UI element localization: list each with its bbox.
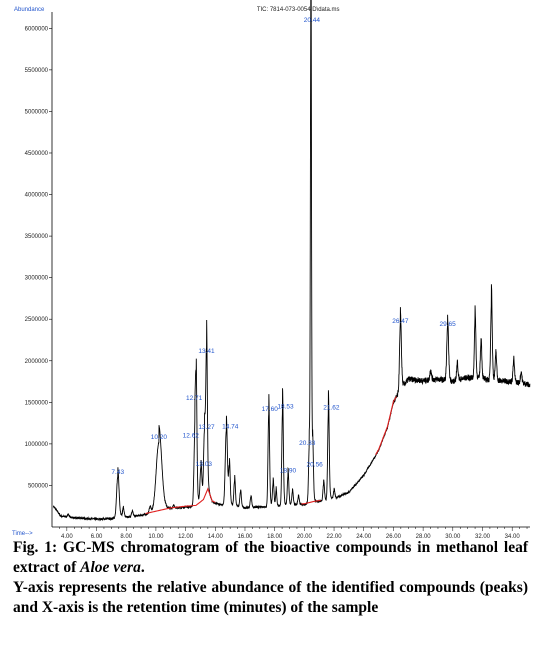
- x-tick-label: 8.00: [120, 534, 132, 538]
- x-tick-label: 32.00: [475, 534, 491, 538]
- y-tick-label: 2500000: [25, 317, 49, 323]
- x-axis-title: Time-->: [12, 531, 33, 537]
- peak-label: 10.20: [151, 434, 168, 441]
- x-tick-label: 34.00: [505, 534, 521, 538]
- peak-label: 12.71: [186, 395, 203, 402]
- y-tick-label: 4500000: [25, 151, 49, 157]
- y-tick-label: 4000000: [25, 193, 49, 199]
- figure-description: Y-axis represents the relative abundance…: [13, 579, 528, 616]
- baseline-fit: [375, 396, 397, 455]
- peak-label: 21.62: [323, 404, 340, 411]
- x-tick-label: 12.00: [178, 534, 194, 538]
- x-tick-label: 22.00: [327, 534, 343, 538]
- x-tick-label: 30.00: [445, 534, 461, 538]
- peak-label: 13.41: [198, 348, 215, 355]
- figure-title-suffix: .: [140, 559, 145, 576]
- y-tick-label: 1000000: [25, 442, 49, 448]
- peak-label: 18.90: [280, 467, 297, 474]
- peak-label: 13.03: [196, 461, 213, 468]
- x-tick-label: 26.00: [386, 534, 402, 538]
- peak-label: 26.47: [392, 318, 409, 325]
- y-axis-title: Abundance: [14, 7, 45, 13]
- x-tick-label: 28.00: [416, 534, 432, 538]
- peak-label: 13.27: [198, 424, 215, 431]
- x-tick-label: 10.00: [148, 534, 164, 538]
- tic-trace: [53, 0, 531, 522]
- y-tick-label: 5500000: [25, 68, 49, 74]
- peak-label: 20.56: [307, 461, 324, 468]
- figure-caption: Fig. 1: GC-MS chromatogram of the bioact…: [13, 538, 528, 618]
- peak-label: 12.62: [183, 432, 200, 439]
- baseline-fit: [145, 487, 216, 515]
- y-tick-label: 3000000: [25, 276, 49, 282]
- figure-title: Fig. 1: GC-MS chromatogram of the bioact…: [13, 538, 528, 578]
- chart-title: TIC: 7814-073-0054 D\data.ms: [257, 7, 340, 13]
- x-tick-label: 4.00: [61, 534, 73, 538]
- y-tick-label: 3500000: [25, 234, 49, 240]
- chromatogram-svg: 500000 1000000 1500000 2000000 2500000 300000…: [12, 0, 531, 538]
- x-tick-label: 14.00: [208, 534, 224, 538]
- y-tick-label: 5000000: [25, 109, 49, 115]
- peak-label: 18.53: [277, 403, 294, 410]
- y-tick-label: 1500000: [25, 400, 49, 406]
- peak-label: 29.65: [439, 321, 456, 328]
- x-tick-label: 18.00: [267, 534, 283, 538]
- x-tick-label: 20.00: [297, 534, 313, 538]
- y-tick-label: 500000: [28, 483, 49, 489]
- peak-label: 7.43: [111, 469, 124, 476]
- peak-label: 20.33: [299, 440, 316, 447]
- x-tick-label: 24.00: [356, 534, 372, 538]
- peak-label: 20.44: [304, 17, 321, 24]
- figure-title-species: Aloe vera: [80, 559, 141, 576]
- x-tick-label: 16.00: [237, 534, 253, 538]
- peak-label: 17.60: [262, 406, 279, 413]
- baseline-fit: [301, 499, 321, 505]
- y-tick-label: 2000000: [25, 359, 49, 365]
- figure-title-text: Fig. 1: GC-MS chromatogram of the bioact…: [13, 539, 528, 576]
- y-tick-label: 6000000: [25, 26, 49, 32]
- x-tick-label: 6.00: [91, 534, 103, 538]
- peak-label: 14.74: [222, 423, 239, 430]
- chromatogram-chart: 500000 1000000 1500000 2000000 2500000 300000…: [12, 0, 531, 538]
